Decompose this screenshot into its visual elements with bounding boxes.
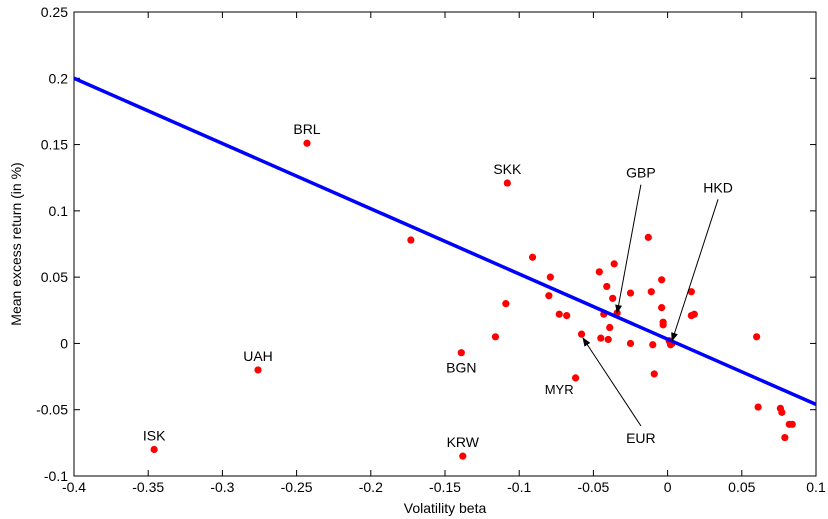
arrow-label: GBP <box>626 165 656 181</box>
point-label: SKK <box>493 161 522 177</box>
data-point <box>781 433 789 442</box>
x-tick-label: -0.4 <box>62 479 86 495</box>
data-point <box>644 233 652 241</box>
annotation-arrow <box>615 184 642 314</box>
data-point <box>610 260 618 268</box>
data-point <box>491 333 500 341</box>
data-point <box>606 323 614 332</box>
x-tick-label: 0.1 <box>806 479 826 495</box>
data-point <box>303 139 311 147</box>
arrow-label: EUR <box>626 430 656 446</box>
data-point <box>603 282 611 291</box>
y-tick-label: 0.1 <box>49 203 69 219</box>
data-point <box>658 276 666 284</box>
data-point <box>778 408 786 416</box>
x-tick-label: -0.2 <box>359 479 383 495</box>
regression-line <box>73 76 817 407</box>
x-tick-label: -0.15 <box>429 479 461 495</box>
data-point <box>407 236 415 244</box>
y-tick-label: 0.15 <box>41 137 68 153</box>
x-tick-label: -0.3 <box>210 479 234 495</box>
annotation-arrow <box>582 337 642 427</box>
y-tick-label: 0.2 <box>49 70 69 86</box>
data-point <box>545 292 553 300</box>
data-point <box>546 273 554 281</box>
data-point <box>502 300 510 308</box>
data-point <box>626 339 635 348</box>
data-point <box>457 349 465 357</box>
point-label: ISK <box>143 427 166 443</box>
x-tick-label: -0.25 <box>281 479 313 495</box>
data-point <box>563 311 571 320</box>
data-point <box>690 310 698 318</box>
data-point <box>626 289 635 297</box>
data-point <box>528 253 537 261</box>
data-point <box>753 333 761 341</box>
x-tick-label: -0.35 <box>132 479 164 495</box>
data-point <box>754 403 762 411</box>
data-point <box>595 268 603 276</box>
data-point <box>650 370 658 378</box>
y-tick-label: 0.25 <box>41 4 68 20</box>
point-label: MYR <box>545 382 574 397</box>
data-point <box>658 304 666 312</box>
data-point <box>577 330 586 338</box>
data-point <box>788 420 796 428</box>
data-point <box>604 335 612 344</box>
y-axis-label: Mean excess return (in %) <box>8 162 24 325</box>
data-point <box>647 288 655 296</box>
x-tick-label: 0 <box>664 479 672 495</box>
data-point <box>555 310 563 318</box>
regression-line-layer <box>73 76 817 407</box>
point-label: BGN <box>446 360 476 376</box>
data-point <box>503 179 511 187</box>
point-label: BRL <box>293 121 320 137</box>
y-tick-label: 0.05 <box>41 269 68 285</box>
point-label: UAH <box>243 348 273 364</box>
data-point <box>687 288 695 296</box>
data-point <box>659 318 667 326</box>
data-points <box>150 139 796 460</box>
point-annotations: BRL SKK UAH ISK BGN KRW MYR GBP HKD EUR <box>143 121 733 450</box>
y-tick-label: -0.05 <box>36 402 68 418</box>
y-tick-label: -0.1 <box>44 468 68 484</box>
plot-area-frame <box>73 11 817 477</box>
data-point <box>597 334 605 342</box>
y-tick-label: 0 <box>60 335 68 351</box>
data-point <box>609 294 617 302</box>
data-point <box>571 374 580 382</box>
data-point <box>459 452 467 460</box>
x-axis-label: Volatility beta <box>404 500 487 516</box>
point-label: KRW <box>447 434 480 450</box>
x-tick-label: -0.1 <box>507 479 531 495</box>
x-axis-ticks: -0.4 -0.35 -0.3 -0.25 -0.2 -0.15 -0.1 -0.05 0 0.0… <box>62 12 826 495</box>
annotation-arrow <box>671 199 719 342</box>
x-tick-label: 0.05 <box>728 479 755 495</box>
arrow-label: HKD <box>703 179 733 195</box>
data-point <box>649 341 657 349</box>
y-axis-ticks: -0.1 -0.05 0 0.05 0.1 0.15 0.2 0.25 <box>36 4 816 484</box>
x-tick-label: -0.05 <box>577 479 609 495</box>
data-point <box>150 445 158 454</box>
data-point <box>254 366 262 374</box>
